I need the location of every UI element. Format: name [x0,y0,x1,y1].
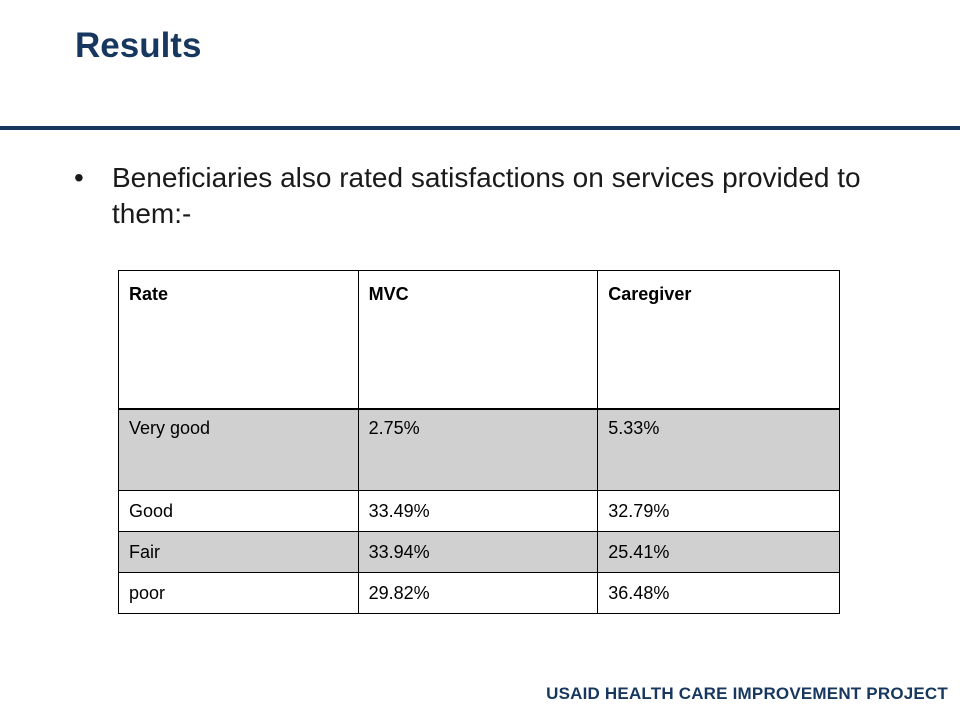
cell-caregiver: 5.33% [597,408,840,491]
cell-rate: Fair [118,531,359,573]
cell-mvc: 2.75% [357,408,599,491]
table-row: Fair 33.94% 25.41% [118,531,840,573]
title-divider [0,126,960,130]
cell-mvc: 29.82% [357,572,599,614]
header-mvc: MVC [357,270,599,410]
bullet-text: Beneficiaries also rated satisfactions o… [112,162,861,229]
bullet-icon: • [74,162,84,193]
cell-mvc: 33.49% [357,490,599,532]
bullet-point: • Beneficiaries also rated satisfactions… [74,160,874,232]
cell-caregiver: 36.48% [597,572,840,614]
table-row: poor 29.82% 36.48% [118,572,840,614]
results-table: Rate MVC Caregiver Very good 2.75% 5.33%… [118,270,840,614]
cell-rate: poor [118,572,359,614]
cell-rate: Good [118,490,359,532]
footer-project-name: USAID HEALTH CARE IMPROVEMENT PROJECT [546,684,948,703]
table-row: Good 33.49% 32.79% [118,490,840,532]
cell-caregiver: 25.41% [597,531,840,573]
header-rate: Rate [118,270,359,410]
cell-rate: Very good [118,408,359,491]
header-caregiver: Caregiver [597,270,840,410]
table-header-row: Rate MVC Caregiver [118,270,840,410]
cell-mvc: 33.94% [357,531,599,573]
slide-title: Results [75,26,202,65]
cell-caregiver: 32.79% [597,490,840,532]
table-row: Very good 2.75% 5.33% [118,408,840,491]
